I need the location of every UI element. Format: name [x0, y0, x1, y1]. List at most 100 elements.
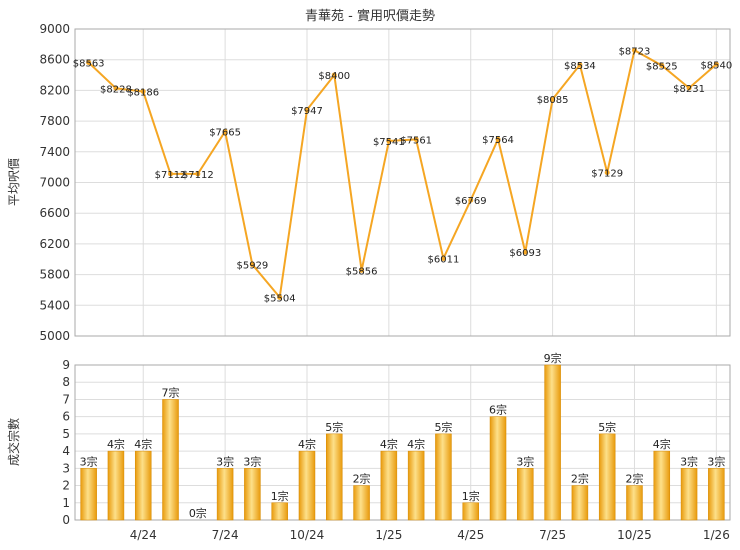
price-data-label: $7564 — [482, 135, 514, 146]
bar-y-tick-label: 7 — [62, 392, 70, 406]
bar-panel: 0 1 2 3 4 5 6 7 8 9 3宗 4宗 4宗 7宗 0宗 3宗 3宗 1宗 4宗 5宗 2宗 4宗 4宗 5宗 1… — [62, 351, 731, 542]
bar-y-tick-label: 1 — [62, 496, 70, 510]
price-point — [168, 171, 174, 177]
price-point — [86, 60, 92, 66]
count-data-label: 5宗 — [434, 420, 452, 434]
count-bar — [353, 485, 370, 521]
price-point — [686, 85, 692, 91]
bar-y-tick-label: 4 — [62, 444, 70, 458]
price-data-label: $7561 — [400, 135, 432, 146]
chart-title: 青華苑 - 實用呎價走勢 — [305, 8, 435, 24]
price-point — [495, 136, 501, 142]
x-tick-label: 1/26 — [703, 528, 730, 542]
price-point — [277, 294, 283, 300]
count-data-label: 9宗 — [544, 351, 562, 365]
x-tick-label: 4/25 — [457, 528, 484, 542]
x-tick-label: 10/24 — [290, 528, 325, 542]
price-point — [659, 62, 665, 68]
count-bar — [489, 416, 507, 521]
count-bar — [407, 450, 425, 521]
bar-y-tick-label: 9 — [62, 358, 70, 372]
count-data-label: 2宗 — [353, 472, 371, 486]
count-data-label: 1宗 — [271, 489, 289, 503]
price-point — [604, 170, 610, 176]
count-data-label: 4宗 — [653, 437, 671, 451]
price-data-label: $7665 — [209, 127, 241, 138]
price-data-label: $6011 — [428, 254, 460, 265]
count-bar — [571, 485, 589, 521]
price-data-label: $8400 — [318, 71, 350, 82]
count-bar — [326, 433, 343, 521]
line-y-tick-label: 5000 — [39, 329, 70, 343]
count-data-label: 4宗 — [107, 437, 125, 451]
bar-y-tick-label: 0 — [62, 513, 70, 527]
price-point — [249, 262, 255, 268]
count-data-label: 2宗 — [571, 472, 589, 486]
count-bar — [517, 468, 534, 521]
price-point — [386, 138, 392, 144]
price-series-line — [87, 48, 718, 300]
price-data-label: $7112 — [155, 170, 187, 181]
count-data-label: 3宗 — [707, 454, 725, 468]
price-point — [577, 62, 583, 68]
x-tick-label: 4/24 — [130, 528, 157, 542]
count-bar — [680, 468, 698, 521]
count-bar — [134, 450, 152, 521]
price-data-label: $8540 — [700, 60, 732, 71]
price-data-label: $5856 — [346, 266, 378, 277]
price-data-label: $5504 — [264, 293, 296, 304]
count-data-label: 1宗 — [462, 489, 480, 503]
price-point — [631, 47, 637, 53]
line-y-tick-label: 9000 — [39, 22, 70, 36]
count-data-label: 7宗 — [162, 385, 180, 399]
bar-y-tick-label: 8 — [62, 375, 70, 389]
price-data-label: $7112 — [182, 170, 214, 181]
count-bar — [244, 468, 261, 521]
price-data-label: $8525 — [646, 61, 678, 72]
count-data-label: 4宗 — [407, 437, 425, 451]
line-y-tick-label: 7000 — [39, 176, 70, 190]
count-bar — [80, 468, 97, 521]
count-bar — [380, 450, 398, 521]
price-point — [331, 72, 337, 78]
bar-y-axis-label: 成交宗數 — [6, 418, 21, 466]
price-data-label: $8723 — [619, 46, 651, 57]
x-tick-label: 7/24 — [212, 528, 239, 542]
price-point — [140, 88, 146, 94]
bar-y-tick-label: 3 — [62, 461, 70, 475]
price-point — [359, 267, 365, 273]
count-data-label: 3宗 — [80, 454, 98, 468]
price-point — [113, 85, 119, 91]
bar-y-tick-label: 2 — [62, 479, 70, 493]
count-bar — [162, 399, 179, 521]
line-y-tick-label: 5800 — [39, 268, 70, 282]
line-y-tick-label: 5400 — [39, 298, 70, 312]
count-data-label: 4宗 — [298, 437, 316, 451]
count-bar — [216, 468, 234, 521]
count-data-label: 4宗 — [380, 437, 398, 451]
count-bar — [544, 364, 561, 521]
count-data-label: 5宗 — [598, 420, 616, 434]
line-y-tick-label: 6600 — [39, 206, 70, 220]
line-y-tick-label: 8200 — [39, 83, 70, 97]
x-tick-label: 10/25 — [617, 528, 652, 542]
line-plot-frame — [74, 28, 731, 337]
count-bar — [626, 485, 643, 521]
line-y-axis-label: 平均呎價 — [7, 158, 21, 206]
count-bar — [653, 450, 671, 521]
price-data-label: $8231 — [673, 84, 705, 95]
price-data-label: $8534 — [564, 61, 596, 72]
line-panel: 5000 5400 5800 6200 6600 7000 7400 7800 8200 8600… — [39, 22, 732, 343]
price-point — [550, 96, 556, 102]
price-point — [440, 255, 446, 261]
price-data-label: $7541 — [373, 137, 405, 148]
line-y-tick-label: 7400 — [39, 145, 70, 159]
x-tick-label: 7/25 — [539, 528, 566, 542]
count-bar — [462, 502, 479, 521]
count-data-label: 2宗 — [625, 472, 643, 486]
count-data-label: 5宗 — [325, 420, 343, 434]
count-bar — [598, 433, 616, 521]
line-y-tick-label: 7800 — [39, 114, 70, 128]
count-bar — [107, 450, 125, 521]
